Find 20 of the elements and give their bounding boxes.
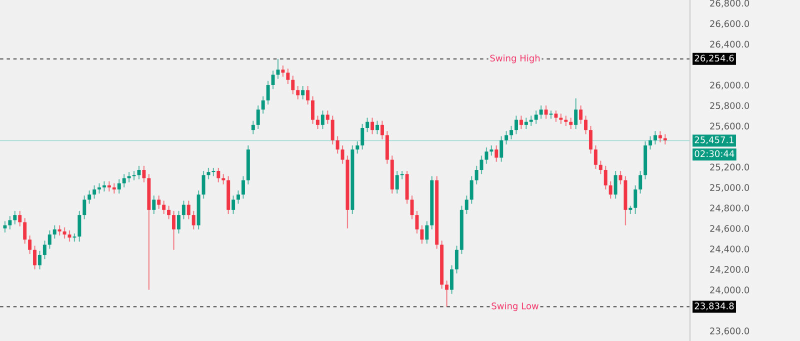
text: 23,834.8	[694, 302, 734, 310]
ref-line-label: Swing Low	[492, 302, 538, 312]
ref-line-label: Swing High	[490, 54, 540, 64]
y-tick-label: 24,200.0	[710, 266, 750, 274]
y-tick-label: 23,600.0	[710, 327, 750, 336]
y-tick-label: 26,600.0	[710, 20, 750, 28]
text: 26,254.6	[694, 54, 734, 62]
y-tick-label: 25,800.0	[710, 102, 750, 110]
y-tick-label: 26,000.0	[710, 82, 750, 90]
y-tick-label: 24,400.0	[710, 246, 750, 254]
text: 25,457.1	[694, 136, 734, 144]
y-tick-label: 26,800.0	[710, 0, 750, 8]
y-tick-label: 24,600.0	[710, 225, 750, 233]
y-tick-label: 25,600.0	[710, 122, 750, 130]
y-tick-label: 24,800.0	[710, 204, 750, 212]
y-tick-label: 25,200.0	[710, 164, 750, 172]
y-tick-label: 25,000.0	[710, 184, 750, 192]
y-tick-label: 26,400.0	[710, 40, 750, 49]
text: 02:30:44	[694, 150, 734, 158]
y-tick-label: 24,000.0	[710, 286, 750, 294]
